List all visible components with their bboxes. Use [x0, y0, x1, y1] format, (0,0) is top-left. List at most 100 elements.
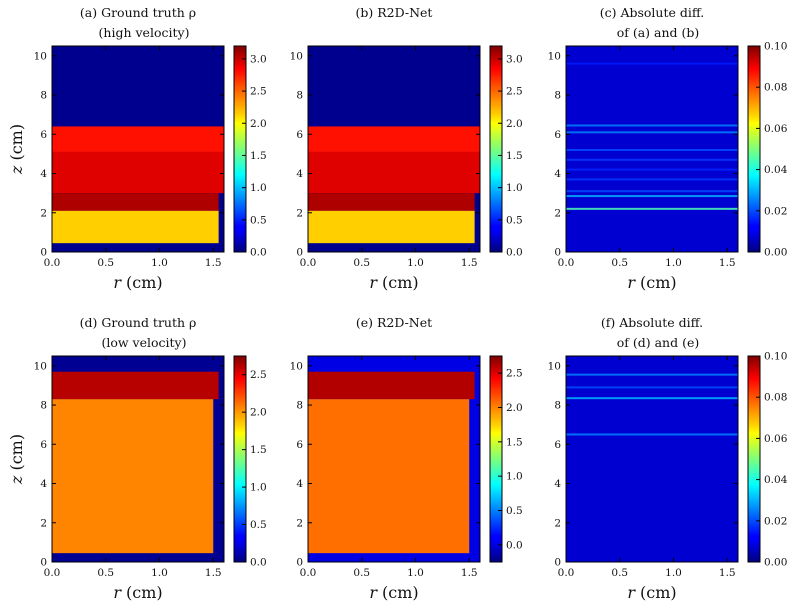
colorbar — [234, 46, 246, 252]
y-tick-label: 4 — [554, 168, 561, 180]
plot-area-d — [52, 356, 224, 562]
y-tick-label: 2 — [296, 207, 303, 219]
colorbar-tick-label: 0.06 — [764, 433, 788, 445]
diff-streak — [566, 131, 738, 134]
panel-title: (d) Ground truth ρ — [80, 315, 197, 330]
x-tick-label: 0.5 — [97, 257, 114, 269]
x-tick-label: 1.0 — [665, 567, 682, 579]
colorbar-tick-label: 0.10 — [764, 41, 787, 53]
y-tick-label: 0 — [554, 557, 561, 569]
y-axis-label: z (cm) — [7, 124, 26, 175]
panel-title: of (d) and (e) — [617, 335, 699, 350]
y-tick-label: 10 — [34, 360, 47, 372]
y-tick-label: 8 — [40, 90, 47, 102]
colorbar-frame — [489, 355, 503, 563]
colorbar-frame — [233, 355, 247, 563]
colorbar — [748, 356, 760, 562]
y-tick-label: 8 — [554, 400, 561, 412]
x-axis-label: r (cm) — [369, 583, 418, 602]
colorbar — [490, 356, 502, 562]
region-lower-dark-layer — [308, 193, 475, 211]
diff-streak — [566, 433, 738, 436]
diff-streak — [566, 178, 738, 181]
panel-b: 0.0 0.5 1.0 1.5 0 2 4 6 8 10 (b) R2D-Net r (cm) 0.0 0… — [290, 5, 523, 292]
diff-streak — [566, 62, 738, 65]
y-tick-label: 6 — [296, 129, 303, 141]
plot-area-a — [52, 46, 224, 252]
colorbar-tick-label: 1.5 — [250, 150, 267, 162]
colorbar-tick-label: 2.5 — [506, 86, 523, 98]
colorbar-tick-label: 1.0 — [506, 471, 523, 483]
colorbar-tick-label: 2.0 — [506, 402, 523, 414]
x-tick-label: 1.5 — [205, 567, 222, 579]
x-axis-label: r (cm) — [369, 273, 418, 292]
colorbar-tick-label: 1.5 — [506, 150, 523, 162]
y-tick-label: 8 — [40, 400, 47, 412]
region-upper-layer — [308, 126, 480, 152]
colorbar-tick-label: 1.5 — [506, 436, 523, 448]
plot-frame — [565, 45, 739, 253]
y-tick-label: 8 — [554, 90, 561, 102]
x-tick-label: 1.0 — [407, 567, 424, 579]
y-tick-label: 4 — [296, 478, 303, 490]
region-main-body — [52, 399, 214, 554]
panel-title: (e) R2D-Net — [356, 315, 432, 330]
plot-frame — [307, 45, 481, 253]
x-tick-label: 1.0 — [665, 257, 682, 269]
colorbar — [234, 356, 246, 562]
colorbar-tick-label: 0.08 — [764, 82, 787, 94]
colorbar-tick-label: 0.04 — [764, 474, 788, 486]
x-axis-label: r (cm) — [627, 273, 676, 292]
colorbar-tick-label: 1.5 — [250, 444, 267, 456]
x-tick-label: 0.5 — [97, 567, 114, 579]
colorbar-tick-label: 1.0 — [250, 182, 267, 194]
y-tick-label: 6 — [554, 129, 561, 141]
colorbar-tick-label: 0.0 — [250, 557, 267, 569]
colorbar-tick-label: 0.00 — [764, 247, 787, 259]
colorbar-tick-label: 0.5 — [506, 214, 523, 226]
diff-streak — [566, 148, 738, 151]
panel-e: 0.0 0.5 1.0 1.5 0 2 4 6 8 10 (e) R2D-Net r (cm) 0.0 0… — [290, 315, 523, 602]
x-tick-label: 0.0 — [44, 567, 61, 579]
y-tick-label: 10 — [548, 360, 561, 372]
colorbar-frame — [489, 45, 503, 253]
plot-frame — [565, 355, 739, 563]
y-tick-label: 2 — [554, 207, 561, 219]
region-upper-layer — [52, 126, 224, 152]
diff-streak — [566, 158, 738, 161]
y-tick-label: 6 — [554, 439, 561, 451]
colorbar-tick-label: 2.0 — [250, 118, 267, 130]
colorbar-tick-label: 0.00 — [764, 557, 787, 569]
region-lower-dark-layer — [52, 193, 219, 211]
panel-title: (a) Ground truth ρ — [80, 5, 196, 20]
x-tick-label: 1.5 — [719, 567, 736, 579]
diff-streak — [566, 168, 738, 171]
y-axis-label: z (cm) — [7, 434, 26, 485]
diff-streak — [566, 373, 738, 376]
diff-streak — [566, 386, 738, 389]
colorbar-frame — [747, 355, 761, 563]
diff-streak — [566, 190, 738, 193]
colorbar-frame — [747, 45, 761, 253]
x-tick-label: 1.5 — [461, 257, 478, 269]
panel-title: (c) Absolute diff. — [600, 5, 705, 20]
y-tick-label: 6 — [40, 129, 47, 141]
colorbar-tick-label: 2.0 — [506, 118, 523, 130]
panel-f: 0.0 0.5 1.0 1.5 0 2 4 6 8 10 (f) Absolute diff. of … — [548, 315, 788, 602]
x-tick-label: 1.0 — [151, 257, 168, 269]
x-tick-label: 0.0 — [558, 257, 575, 269]
diff-streak — [566, 207, 738, 210]
region-main-body — [308, 399, 470, 554]
region-base-layer — [52, 210, 219, 244]
region-upper-layer — [52, 371, 219, 400]
colorbar-tick-label: 3.0 — [250, 53, 267, 65]
colorbar-tick-label: 3.0 — [506, 53, 523, 65]
y-tick-label: 8 — [296, 400, 303, 412]
x-tick-label: 1.5 — [205, 257, 222, 269]
plot-area-e — [308, 356, 480, 562]
x-tick-label: 0.5 — [611, 257, 628, 269]
panel-title: (b) R2D-Net — [356, 5, 433, 20]
colorbar-tick-label: 1.0 — [250, 482, 267, 494]
x-tick-label: 0.5 — [611, 567, 628, 579]
